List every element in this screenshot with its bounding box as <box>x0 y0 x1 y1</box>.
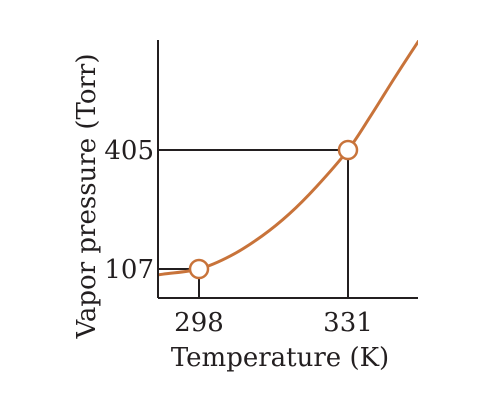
y-axis-label: Vapor pressure (Torr) <box>72 54 102 340</box>
data-points <box>188 139 359 280</box>
vapor-pressure-curve <box>158 40 418 277</box>
x-tick-label-1: 298 <box>174 308 224 338</box>
tick-labels: 298 331 107 405 <box>104 136 372 338</box>
reference-lines <box>158 149 349 298</box>
x-axis-label: Temperature (K) <box>171 343 389 373</box>
y-tick-label-2: 405 <box>104 136 154 166</box>
x-tick-label-2: 331 <box>323 308 373 338</box>
y-tick-label-1: 107 <box>104 255 154 285</box>
data-point-1 <box>188 258 210 280</box>
data-point-2 <box>337 139 359 161</box>
